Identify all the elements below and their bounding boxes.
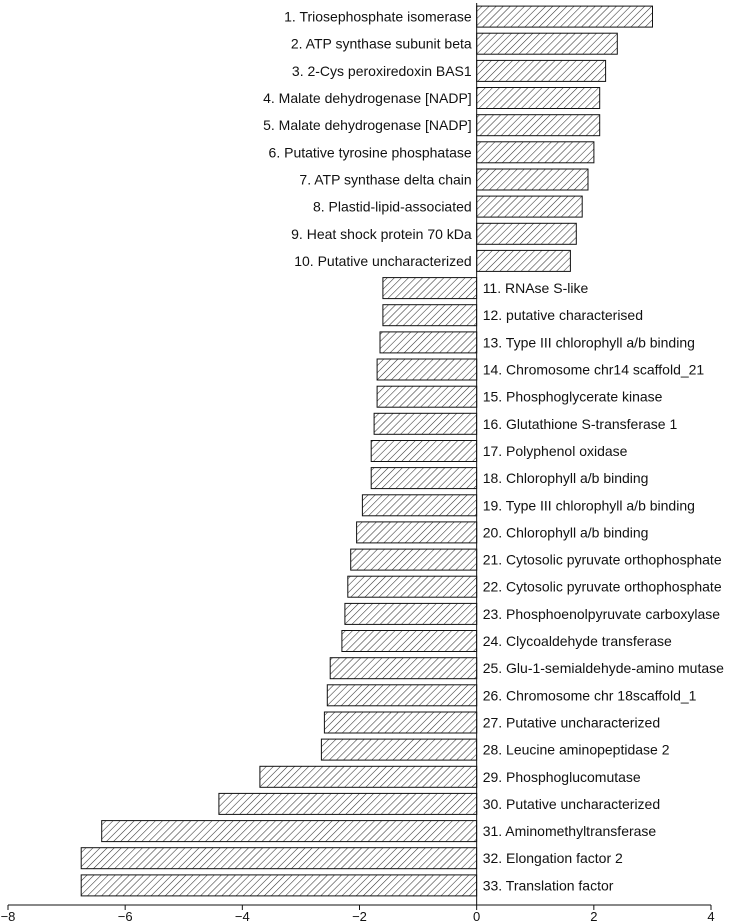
category-label: 9. Heat shock protein 70 kDa <box>291 226 472 242</box>
bar <box>347 575 478 598</box>
bar <box>476 87 601 109</box>
category-label: 10. Putative uncharacterized <box>294 253 471 269</box>
x-tick-label: −6 <box>118 909 133 921</box>
bar <box>476 168 589 191</box>
category-label: 19. Type III chlorophyll a/b binding <box>483 497 695 513</box>
bar <box>376 358 478 381</box>
category-label: 29. Phosphoglucomutase <box>483 769 641 785</box>
x-axis: −8 −6 −4 −2 0 2 4 <box>1 904 715 921</box>
category-label: 17. Polyphenol oxidase <box>483 443 628 459</box>
bar <box>344 602 478 625</box>
bar <box>329 657 478 680</box>
bar <box>218 792 478 815</box>
bar <box>350 548 478 571</box>
category-label: 15. Phosphoglycerate kinase <box>483 389 663 405</box>
category-label: 5. Malate dehydrogenase [NADP] <box>263 117 472 133</box>
bar <box>373 412 478 435</box>
bar <box>361 494 478 517</box>
category-label: 8. Plastid-lipid-associated <box>313 199 472 215</box>
bar <box>101 820 478 843</box>
bar <box>476 114 601 137</box>
bar <box>370 467 478 490</box>
bar <box>356 521 478 544</box>
bar <box>259 765 478 788</box>
category-label: 26. Chromosome chr 18scaffold_1 <box>483 687 697 703</box>
bar <box>476 5 654 28</box>
category-label: 2. ATP synthase subunit beta <box>291 36 472 52</box>
bar <box>382 304 478 327</box>
bar <box>320 738 478 761</box>
category-label: 6. Putative tyrosine phosphatase <box>269 144 472 160</box>
bar <box>476 222 577 245</box>
category-label: 25. Glu-1-semialdehyde-amino mutase <box>483 660 724 676</box>
bar <box>476 195 583 218</box>
category-label: 14. Chromosome chr14 scaffold_21 <box>483 362 705 378</box>
category-labels-group: 1. Triosephosphate isomerase 2. ATP synth… <box>263 9 724 894</box>
x-tick-label: −8 <box>1 909 16 921</box>
x-tick-label: 0 <box>473 909 480 921</box>
category-label: 16. Glutathione S-transferase 1 <box>483 416 678 432</box>
bar <box>376 385 478 408</box>
bar <box>326 684 478 707</box>
category-label: 20. Chlorophyll a/b binding <box>483 524 649 540</box>
category-label: 27. Putative uncharacterized <box>483 715 660 731</box>
category-label: 32. Elongation factor 2 <box>483 850 623 866</box>
category-label: 13. Type III chlorophyll a/b binding <box>483 334 695 350</box>
bar <box>476 59 607 82</box>
category-label: 23. Phosphoenolpyruvate carboxylase <box>483 606 721 622</box>
category-label: 1. Triosephosphate isomerase <box>284 9 472 25</box>
bar <box>476 141 595 164</box>
category-label: 12. putative characterised <box>483 307 643 323</box>
category-label: 24. Clycoaldehyde transferase <box>483 633 672 649</box>
category-label: 21. Cytosolic pyruvate orthophosphate <box>483 552 722 568</box>
bar <box>379 331 478 354</box>
category-label: 30. Putative uncharacterized <box>483 796 660 812</box>
category-label: 11. RNAse S-like <box>483 280 589 296</box>
bar <box>80 847 478 870</box>
category-label: 33. Translation factor <box>483 877 614 893</box>
bar <box>80 874 478 897</box>
category-label: 22. Cytosolic pyruvate orthophosphate <box>483 579 722 595</box>
bar <box>323 711 478 734</box>
category-label: 3. 2-Cys peroxiredoxin BAS1 <box>292 63 472 79</box>
category-label: 4. Malate dehydrogenase [NADP] <box>263 90 472 106</box>
bar <box>476 32 618 55</box>
bar <box>341 630 478 652</box>
bar <box>370 440 478 462</box>
bar <box>382 277 478 300</box>
category-label: 28. Leucine aminopeptidase 2 <box>483 742 670 758</box>
category-label: 18. Chlorophyll a/b binding <box>483 470 649 486</box>
x-tick-label: 4 <box>707 909 714 921</box>
bar <box>476 249 571 272</box>
x-tick-label: 2 <box>590 909 597 921</box>
category-label: 7. ATP synthase delta chain <box>299 172 471 188</box>
category-label: 31. Aminomethyltransferase <box>483 823 657 839</box>
x-tick-label: −2 <box>352 909 367 921</box>
x-tick-label: −4 <box>235 909 250 921</box>
